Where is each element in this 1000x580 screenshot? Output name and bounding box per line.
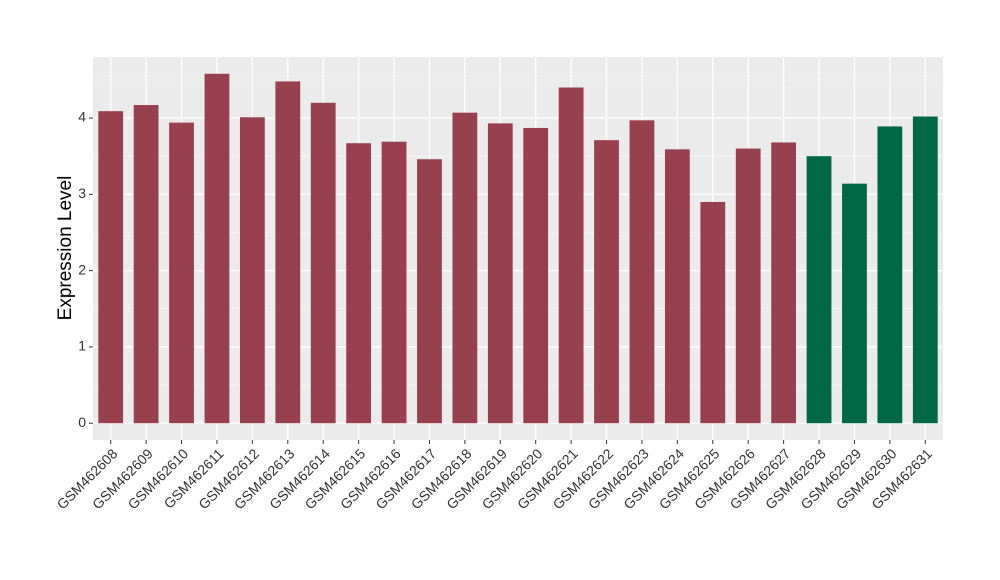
y-tick-label: 2 <box>78 261 86 277</box>
bar <box>842 183 867 424</box>
bar <box>700 201 726 424</box>
bar <box>664 149 690 424</box>
bar <box>98 111 124 424</box>
bar <box>452 112 478 424</box>
plot-background <box>93 57 943 440</box>
bar <box>381 141 407 424</box>
bar <box>310 102 336 424</box>
bar <box>523 127 549 424</box>
bar <box>594 140 619 424</box>
bar <box>877 126 903 424</box>
y-tick-label: 0 <box>78 414 86 430</box>
bar <box>487 123 513 424</box>
bar <box>912 116 938 424</box>
bar <box>275 81 301 424</box>
y-tick-label: 4 <box>78 109 86 125</box>
bar <box>558 87 584 424</box>
bar <box>629 120 655 424</box>
bar <box>806 156 832 424</box>
y-tick-label: 3 <box>78 185 86 201</box>
bar <box>169 122 194 424</box>
y-tick-label: 1 <box>78 338 86 354</box>
bar <box>133 105 159 424</box>
bar <box>417 159 442 424</box>
bar <box>239 117 265 424</box>
bar <box>771 142 797 424</box>
bar <box>735 148 761 424</box>
bar <box>346 143 372 424</box>
y-axis-label: Expression Level <box>55 176 76 321</box>
bar <box>204 73 230 424</box>
